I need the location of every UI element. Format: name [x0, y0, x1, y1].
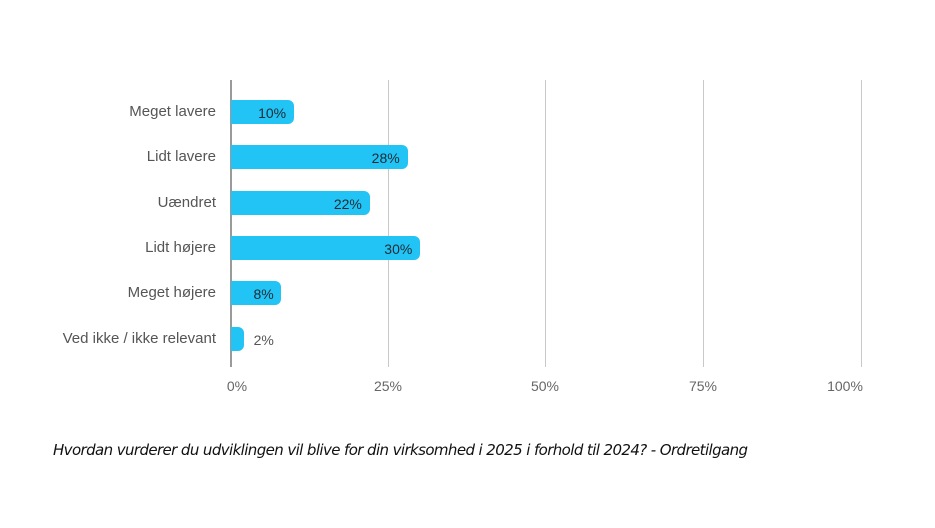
bar-meget-lavere — [231, 100, 295, 124]
bar-value-label: 8% — [253, 286, 274, 302]
bar-value-label: 28% — [371, 150, 400, 166]
category-label: Lidt højere — [145, 239, 216, 256]
gridline-25 — [388, 80, 389, 367]
gridline-100 — [861, 80, 862, 367]
bar-value-label: 30% — [384, 241, 413, 257]
bar-meget-hojere — [231, 281, 282, 305]
bar-value-label: 22% — [333, 196, 362, 212]
x-tick-label: 100% — [827, 378, 863, 394]
x-tick-label: 50% — [530, 378, 560, 394]
x-tick-label: 0% — [226, 378, 248, 394]
category-label: Uændret — [157, 194, 216, 211]
category-label: Ved ikke / ikke relevant — [62, 330, 216, 347]
category-label: Lidt lavere — [146, 148, 216, 165]
bar-lidt-hojere — [231, 236, 421, 260]
gridline-75 — [703, 80, 704, 367]
x-tick-label: 25% — [373, 378, 403, 394]
bar-value-label: 10% — [258, 105, 287, 121]
category-label: Meget højere — [127, 284, 216, 301]
category-label: Meget lavere — [129, 103, 216, 120]
chart-caption: Hvordan vurderer du udviklingen vil bliv… — [53, 441, 748, 459]
bar-lidt-lavere — [231, 145, 408, 169]
bar-value-label: 2% — [253, 332, 274, 348]
gridline-50 — [545, 80, 546, 367]
y-axis-line — [230, 80, 232, 367]
bar-ved-ikke — [231, 327, 244, 351]
bar-uaendret — [231, 191, 370, 215]
x-tick-label: 75% — [688, 378, 718, 394]
